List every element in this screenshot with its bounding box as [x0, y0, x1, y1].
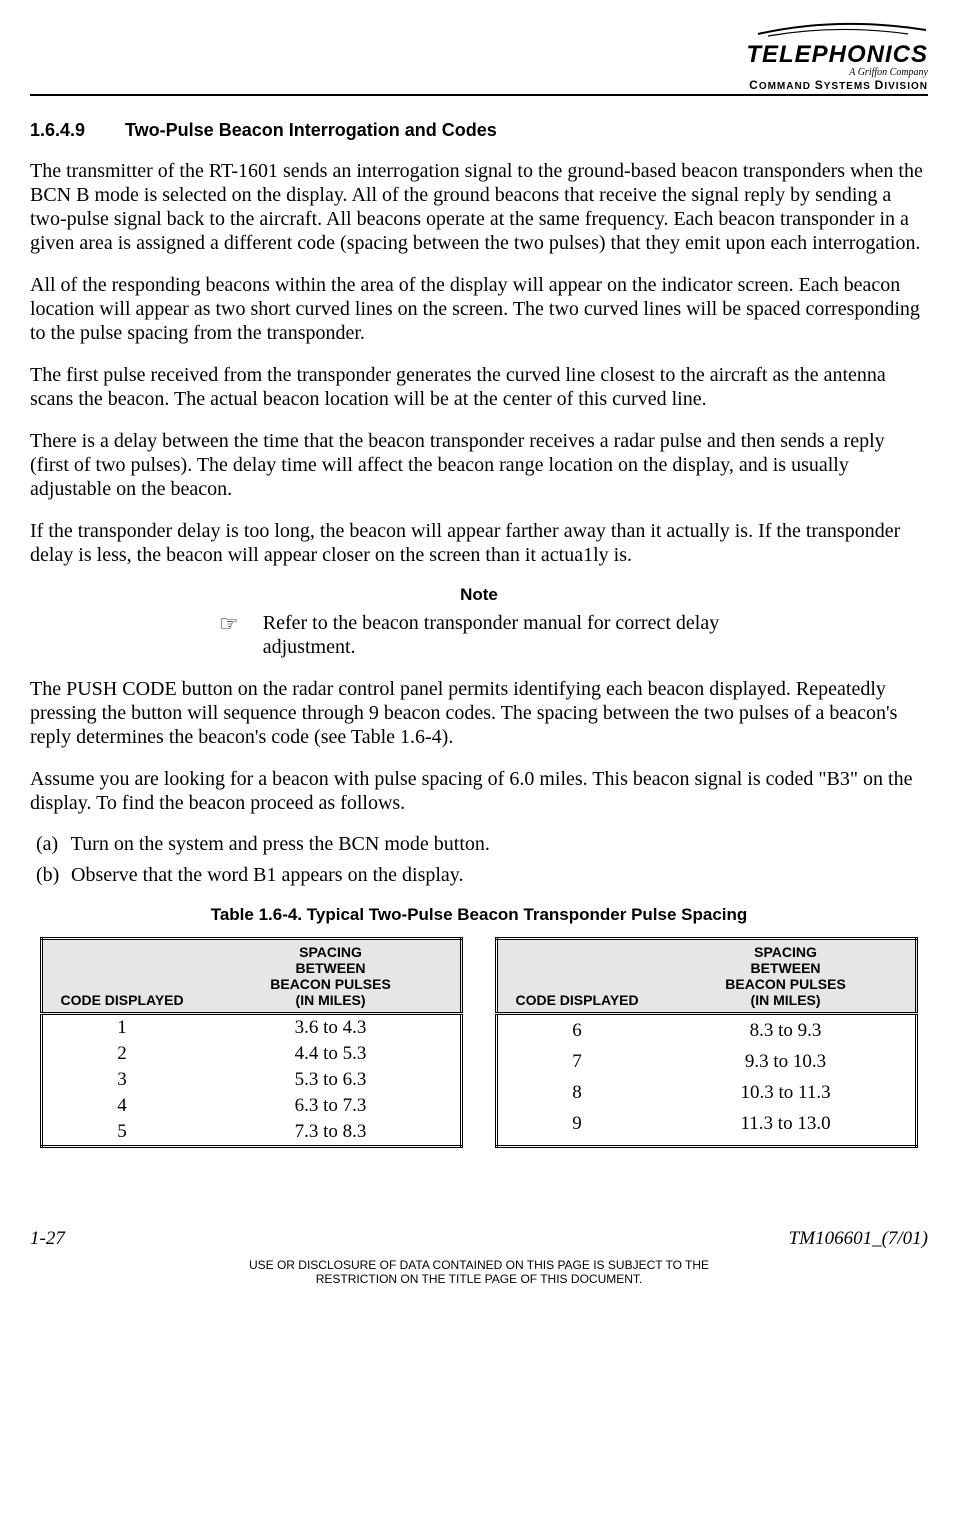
step-text: Turn on the system and press the BCN mod… — [71, 833, 490, 855]
division-part: OMMAND — [759, 81, 815, 92]
note-text: Refer to the beacon transponder manual f… — [263, 611, 739, 659]
table-row: 13.6 to 4.3 — [42, 1014, 462, 1042]
cell-spacing: 9.3 to 10.3 — [656, 1046, 916, 1077]
section-title: Two-Pulse Beacon Interrogation and Codes — [125, 120, 497, 140]
section-heading: 1.6.4.9 Two-Pulse Beacon Interrogation a… — [30, 120, 928, 141]
cell-code: 1 — [42, 1014, 202, 1042]
col-header-line: SPACING — [754, 944, 817, 960]
table-row: 46.3 to 7.3 — [42, 1093, 462, 1119]
cell-spacing: 6.3 to 7.3 — [201, 1093, 461, 1119]
col-header-line: BEACON PULSES — [725, 976, 846, 992]
pointing-hand-icon: ☞ — [219, 611, 239, 659]
col-header-code: CODE DISPLAYED — [497, 939, 657, 1014]
table-header-row: CODE DISPLAYED SPACING BETWEEN BEACON PU… — [497, 939, 917, 1014]
note-inner: ☞ Refer to the beacon transponder manual… — [219, 611, 739, 659]
disclaimer-line: USE OR DISCLOSURE OF DATA CONTAINED ON T… — [249, 1258, 709, 1272]
table-header-row: CODE DISPLAYED SPACING BETWEEN BEACON PU… — [42, 939, 462, 1014]
note-label: Note — [30, 585, 928, 605]
cell-code: 8 — [497, 1078, 657, 1109]
section-number: 1.6.4.9 — [30, 120, 120, 141]
cell-code: 3 — [42, 1067, 202, 1093]
cell-spacing: 7.3 to 8.3 — [201, 1119, 461, 1147]
logo-division: COMMAND SYSTEMS DIVISION — [746, 78, 928, 92]
tables-wrapper: CODE DISPLAYED SPACING BETWEEN BEACON PU… — [40, 937, 918, 1148]
beacon-table-right: CODE DISPLAYED SPACING BETWEEN BEACON PU… — [495, 937, 918, 1148]
cell-spacing: 10.3 to 11.3 — [656, 1078, 916, 1109]
cell-code: 2 — [42, 1041, 202, 1067]
note-block: ☞ Refer to the beacon transponder manual… — [30, 611, 928, 659]
cell-spacing — [656, 1140, 916, 1147]
division-part: C — [749, 78, 759, 92]
table-caption: Table 1.6-4. Typical Two-Pulse Beacon Tr… — [30, 905, 928, 925]
division-part: IVISION — [884, 81, 928, 92]
step-label: (b) — [36, 864, 66, 887]
col-header-line: BEACON PULSES — [270, 976, 391, 992]
table-row: 68.3 to 9.3 — [497, 1014, 917, 1047]
col-header-spacing: SPACING BETWEEN BEACON PULSES (IN MILES) — [201, 939, 461, 1014]
paragraph: There is a delay between the time that t… — [30, 429, 928, 501]
division-part: D — [875, 78, 885, 92]
cell-spacing: 3.6 to 4.3 — [201, 1014, 461, 1042]
step-a: (a) Turn on the system and press the BCN… — [36, 833, 928, 856]
table-row: 35.3 to 6.3 — [42, 1067, 462, 1093]
cell-code: 9 — [497, 1109, 657, 1140]
doc-id: TM106601_(7/01) — [789, 1228, 928, 1250]
cell-code: 6 — [497, 1014, 657, 1047]
logo-tagline: A Griffon Company — [746, 67, 928, 78]
division-part: S — [815, 78, 824, 92]
table-row: 57.3 to 8.3 — [42, 1119, 462, 1147]
table-row — [497, 1140, 917, 1147]
table-row: 810.3 to 11.3 — [497, 1078, 917, 1109]
paragraph: If the transponder delay is too long, th… — [30, 519, 928, 567]
col-header-text: CODE DISPLAYED — [60, 992, 183, 1008]
col-header-line: (IN MILES) — [751, 992, 821, 1008]
paragraph: All of the responding beacons within the… — [30, 273, 928, 345]
col-header-spacing: SPACING BETWEEN BEACON PULSES (IN MILES) — [656, 939, 916, 1014]
col-header-line: (IN MILES) — [296, 992, 366, 1008]
telephonics-swoosh-icon — [748, 20, 928, 38]
table-row: 79.3 to 10.3 — [497, 1046, 917, 1077]
footer-row: 1-27 TM106601_(7/01) — [30, 1228, 928, 1250]
step-label: (a) — [36, 833, 66, 856]
logo-wordmark: TELEPHONICS — [746, 43, 928, 67]
col-header-text: CODE DISPLAYED — [515, 992, 638, 1008]
logo-block: TELEPHONICS A Griffon Company COMMAND SY… — [746, 20, 928, 92]
page-footer: 1-27 TM106601_(7/01) USE OR DISCLOSURE O… — [30, 1228, 928, 1287]
col-header-line: BETWEEN — [296, 960, 366, 976]
document-page: TELEPHONICS A Griffon Company COMMAND SY… — [0, 0, 958, 1307]
paragraph: Assume you are looking for a beacon with… — [30, 767, 928, 815]
disclaimer-line: RESTRICTION ON THE TITLE PAGE OF THIS DO… — [316, 1272, 642, 1286]
cell-code: 4 — [42, 1093, 202, 1119]
paragraph: The first pulse received from the transp… — [30, 363, 928, 411]
cell-code: 5 — [42, 1119, 202, 1147]
table-row: 911.3 to 13.0 — [497, 1109, 917, 1140]
step-text: Observe that the word B1 appears on the … — [71, 864, 464, 886]
beacon-table-left: CODE DISPLAYED SPACING BETWEEN BEACON PU… — [40, 937, 463, 1148]
paragraph: The PUSH CODE button on the radar contro… — [30, 677, 928, 749]
cell-spacing: 5.3 to 6.3 — [201, 1067, 461, 1093]
cell-spacing: 4.4 to 5.3 — [201, 1041, 461, 1067]
footer-disclaimer: USE OR DISCLOSURE OF DATA CONTAINED ON T… — [30, 1258, 928, 1287]
cell-spacing: 8.3 to 9.3 — [656, 1014, 916, 1047]
table-row: 24.4 to 5.3 — [42, 1041, 462, 1067]
page-header: TELEPHONICS A Griffon Company COMMAND SY… — [30, 20, 928, 96]
col-header-line: SPACING — [299, 944, 362, 960]
cell-spacing: 11.3 to 13.0 — [656, 1109, 916, 1140]
col-header-line: BETWEEN — [751, 960, 821, 976]
paragraph: The transmitter of the RT-1601 sends an … — [30, 159, 928, 255]
cell-code: 7 — [497, 1046, 657, 1077]
step-b: (b) Observe that the word B1 appears on … — [36, 864, 928, 887]
cell-code — [497, 1140, 657, 1147]
col-header-code: CODE DISPLAYED — [42, 939, 202, 1014]
page-number: 1-27 — [30, 1228, 65, 1250]
division-part: YSTEMS — [824, 81, 875, 92]
